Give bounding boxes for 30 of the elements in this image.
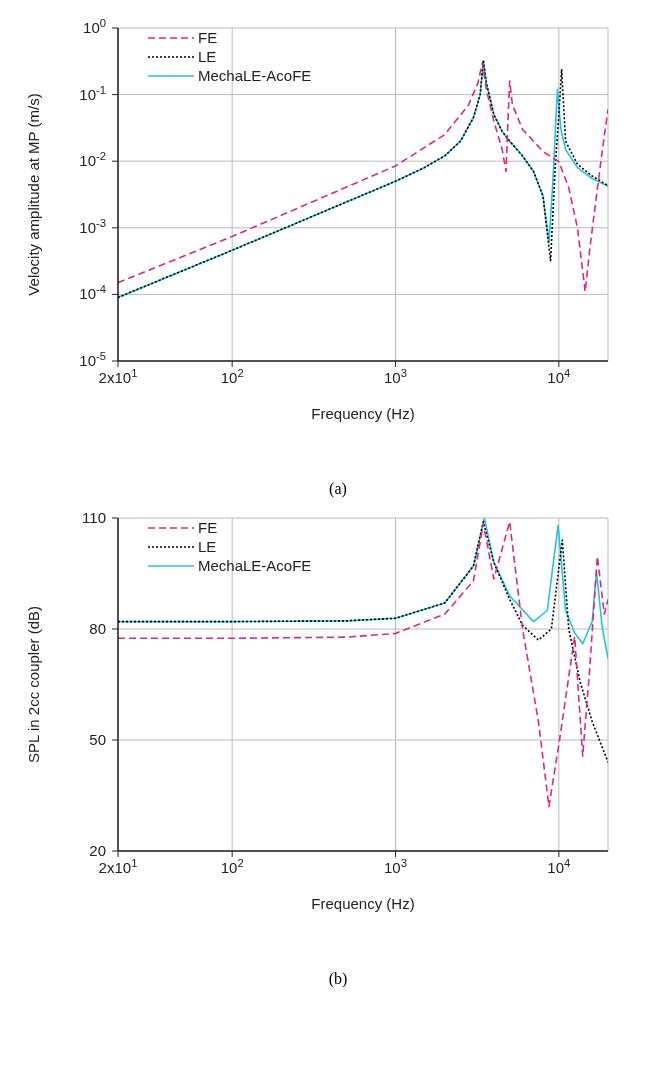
legend-label: FE (198, 29, 218, 46)
y-axis-title: SPL in 2cc coupler (dB) (25, 605, 43, 764)
y-tick-label: 10$^{-1}$ (79, 83, 106, 103)
y-tick-label: 10$^{0}$ (83, 17, 106, 36)
x-axis-title: Frequency (Hz) (311, 405, 415, 422)
y-tick-label: 80 (89, 620, 106, 637)
y-tick-label: 10$^{-2}$ (79, 150, 106, 170)
text: (b) (327, 970, 349, 988)
x-tick-label: 2x10$^{1}$ (98, 367, 138, 386)
x-tick-label: 10$^{3}$ (384, 857, 407, 876)
text: (a) (328, 480, 348, 498)
x-tick-label: 2x10$^{1}$ (98, 857, 138, 876)
x-axis-title: Frequency (Hz) (311, 895, 415, 912)
legend-label: LE (198, 538, 217, 555)
y-tick-label: 10$^{-3}$ (79, 216, 106, 236)
y-tick-label: 50 (89, 731, 106, 748)
x-tick-label: 10$^{3}$ (384, 367, 407, 386)
x-tick-label: 10$^{4}$ (547, 367, 571, 386)
y-tick-label: 110 (82, 509, 106, 526)
x-tick-label: 10$^{4}$ (547, 857, 571, 876)
y-tick-label: 20 (89, 842, 106, 859)
y-tick-label: 10$^{-5}$ (79, 350, 106, 369)
legend-label: MechaLE-AcoFE (198, 557, 312, 574)
legend-label: FE (198, 519, 218, 536)
y-tick-label: 10$^{-4}$ (79, 283, 106, 303)
x-tick-label: 10$^{2}$ (220, 857, 244, 876)
x-tick-label: 10$^{2}$ (220, 367, 244, 386)
y-axis-title: Velocity amplitude at MP (m/s) (25, 93, 43, 296)
legend-label: MechaLE-AcoFE (198, 67, 312, 84)
legend-label: LE (198, 48, 217, 65)
